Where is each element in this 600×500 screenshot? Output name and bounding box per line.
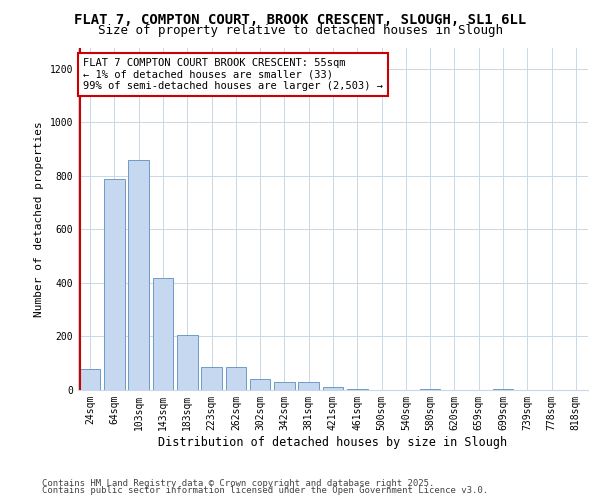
Bar [420, 388, 440, 390]
Bar [226, 368, 246, 390]
Bar [250, 380, 271, 390]
Text: FLAT 7 COMPTON COURT BROOK CRESCENT: 55sqm
← 1% of detached houses are smaller (: FLAT 7 COMPTON COURT BROOK CRESCENT: 55s… [83, 58, 383, 91]
Bar [128, 160, 149, 390]
Bar [201, 368, 222, 390]
Y-axis label: Number of detached properties: Number of detached properties [34, 121, 44, 316]
Bar [323, 388, 343, 390]
Text: Contains HM Land Registry data © Crown copyright and database right 2025.: Contains HM Land Registry data © Crown c… [42, 478, 434, 488]
Bar [152, 278, 173, 390]
Bar [80, 368, 100, 390]
Bar [274, 382, 295, 390]
Text: Contains public sector information licensed under the Open Government Licence v3: Contains public sector information licen… [42, 486, 488, 495]
Bar [493, 388, 514, 390]
Text: Size of property relative to detached houses in Slough: Size of property relative to detached ho… [97, 24, 503, 37]
Text: FLAT 7, COMPTON COURT, BROOK CRESCENT, SLOUGH, SL1 6LL: FLAT 7, COMPTON COURT, BROOK CRESCENT, S… [74, 12, 526, 26]
Bar [298, 382, 319, 390]
Bar [177, 335, 197, 390]
Bar [104, 178, 125, 390]
X-axis label: Distribution of detached houses by size in Slough: Distribution of detached houses by size … [158, 436, 508, 448]
